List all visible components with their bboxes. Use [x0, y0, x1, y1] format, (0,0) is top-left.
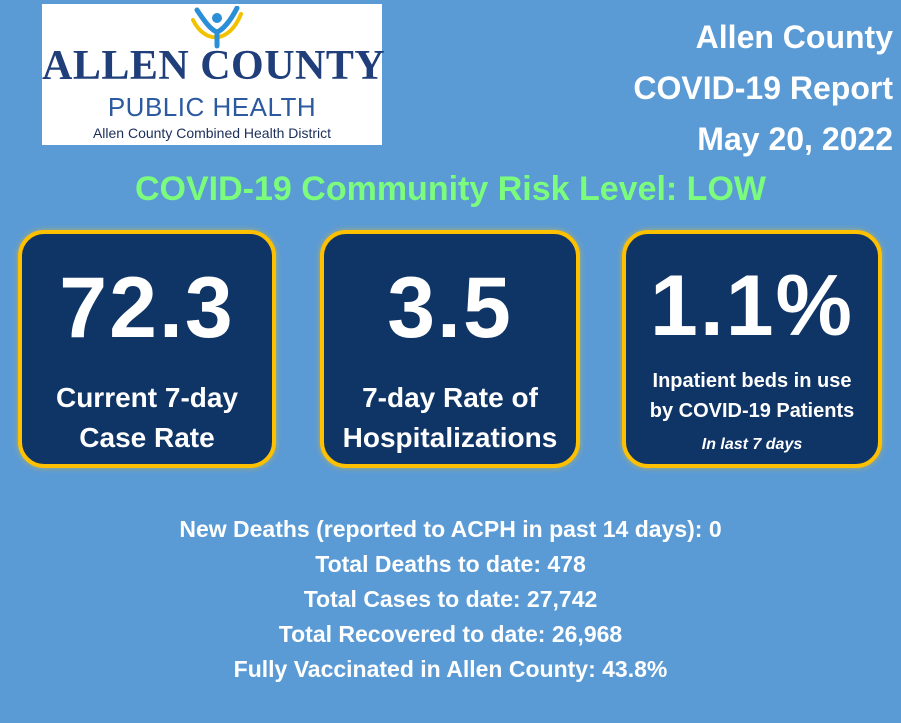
case-rate-card: 72.3 Current 7-day Case Rate — [18, 230, 276, 468]
case-rate-label-line1: Current 7-day — [55, 382, 239, 413]
logo: ALLEN COUNTY PUBLIC HEALTH Allen County … — [42, 4, 386, 145]
report-date: May 20, 2022 — [697, 121, 893, 157]
inpatient-beds-label-line2: by COVID-19 Patients — [649, 400, 855, 422]
person-arms-raised-icon — [191, 6, 243, 49]
hospitalization-rate-label: 7-day Rate of Hospitalizations — [328, 378, 572, 458]
hospitalization-rate-label-line1: 7-day Rate of — [362, 382, 538, 413]
report-title-name: COVID-19 Report — [633, 70, 893, 106]
report-title: Allen County COVID-19 Report May 20, 202… — [633, 12, 893, 165]
case-rate-label: Current 7-day Case Rate — [26, 378, 268, 458]
community-risk-level: COVID-19 Community Risk Level: LOW — [135, 170, 766, 208]
hospitalization-rate-label-line2: Hospitalizations — [342, 422, 558, 453]
inpatient-beds-card: 1.1% Inpatient beds in use by COVID-19 P… — [622, 230, 882, 468]
total-recovered-stat: Total Recovered to date: 26,968 — [278, 621, 623, 647]
report-title-county: Allen County — [695, 19, 893, 55]
new-deaths-stat: New Deaths (reported to ACPH in past 14 … — [179, 516, 722, 542]
vaccinated-stat: Fully Vaccinated in Allen County: 43.8% — [233, 656, 668, 682]
logo-subtitle: PUBLIC HEALTH — [107, 92, 317, 122]
case-rate-label-line2: Case Rate — [79, 422, 215, 453]
hospitalization-rate-value: 3.5 — [387, 260, 513, 356]
inpatient-beds-label: Inpatient beds in use by COVID-19 Patien… — [630, 366, 874, 426]
inpatient-beds-value: 1.1% — [649, 258, 855, 354]
inpatient-beds-note: In last 7 days — [701, 436, 803, 453]
summary-stats: New Deaths (reported to ACPH in past 14 … — [0, 512, 901, 687]
logo-title: ALLEN COUNTY — [42, 43, 386, 89]
total-deaths-stat: Total Deaths to date: 478 — [315, 551, 586, 577]
logo-tagline: Allen County Combined Health District — [92, 125, 332, 141]
total-cases-stat: Total Cases to date: 27,742 — [303, 586, 598, 612]
case-rate-value: 72.3 — [59, 260, 235, 356]
inpatient-beds-label-line1: Inpatient beds in use — [652, 370, 852, 392]
hospitalization-rate-card: 3.5 7-day Rate of Hospitalizations — [320, 230, 580, 468]
